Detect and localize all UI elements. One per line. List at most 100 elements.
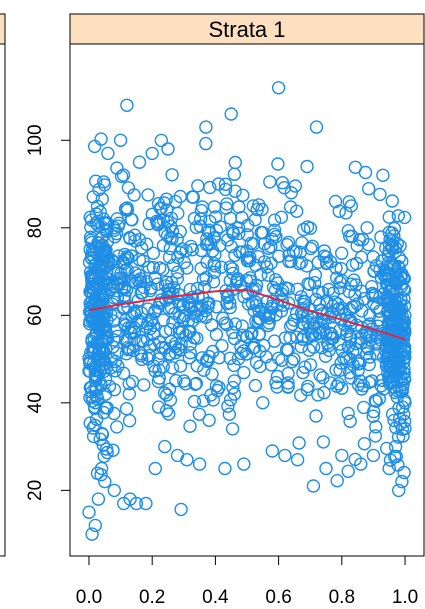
scatter-point	[368, 429, 383, 443]
scatter-point	[219, 201, 233, 215]
scatter-point	[290, 204, 304, 219]
scatter-point	[82, 505, 96, 519]
scatter-point	[257, 255, 272, 269]
scatter-point	[223, 296, 237, 310]
scatter-point	[114, 169, 129, 184]
scatter-point	[344, 371, 358, 385]
scatter-point	[207, 265, 222, 279]
scatter-point	[213, 220, 227, 234]
scatter-point	[149, 214, 164, 229]
scatter-point	[267, 213, 282, 227]
scatter-point	[396, 317, 410, 332]
scatter-point	[88, 518, 103, 533]
scatter-point	[114, 281, 129, 295]
scatter-point	[152, 363, 166, 377]
scatter-point	[329, 363, 343, 377]
scatter-point	[397, 299, 412, 313]
scatter-point	[248, 378, 263, 393]
scatter-point	[376, 168, 390, 183]
scatter-point	[311, 388, 325, 402]
scatter-point	[398, 323, 412, 338]
scatter-point	[163, 241, 178, 256]
scatter-point	[275, 294, 289, 308]
scatter-point	[178, 377, 193, 391]
scatter-point	[363, 308, 377, 322]
scatter-point	[113, 133, 128, 148]
scatter-point	[240, 254, 255, 268]
x-tick-label: 1.0	[392, 587, 418, 608]
scatter-point	[151, 400, 166, 414]
scatter-point	[202, 413, 216, 427]
scatter-point	[296, 365, 310, 380]
x-tick-label: 0.6	[265, 587, 291, 608]
scatter-point	[118, 313, 133, 328]
scatter-point	[279, 343, 294, 357]
scatter-point	[387, 229, 401, 243]
scatter-point	[290, 453, 305, 467]
scatter-point	[99, 266, 114, 281]
scatter-point	[120, 201, 134, 215]
panel-frame	[69, 43, 425, 557]
scatter-point	[216, 311, 230, 325]
y-tick-label: 20	[25, 480, 46, 501]
scatter-point	[197, 363, 211, 377]
scatter-point	[386, 369, 400, 384]
scatter-point	[235, 210, 249, 225]
scatter-point	[244, 327, 258, 341]
scatter-point	[323, 376, 338, 390]
scatter-point	[223, 273, 238, 288]
scatter-point	[285, 354, 299, 369]
scatter-point	[246, 199, 261, 213]
scatter-point	[146, 246, 161, 261]
scatter-point	[374, 379, 388, 393]
scatter-point	[218, 461, 232, 476]
scatter-point	[360, 221, 374, 235]
scatter-point	[93, 303, 108, 317]
scatter-point	[221, 399, 235, 413]
scatter-point	[209, 327, 224, 342]
scatter-point	[175, 325, 190, 339]
scatter-point	[108, 324, 123, 338]
scatter-point	[182, 351, 197, 365]
scatter-point	[83, 364, 97, 378]
scatter-point	[127, 307, 142, 321]
scatter-point	[145, 146, 159, 161]
scatter-point	[187, 394, 202, 409]
y-tick-label: 40	[25, 392, 46, 413]
scatter-point	[225, 422, 240, 436]
scatter-point	[134, 286, 148, 300]
scatter-point	[95, 192, 110, 206]
scatter-point	[262, 308, 276, 322]
scatter-point	[281, 380, 295, 394]
scatter-point	[222, 407, 237, 421]
scatter-point	[199, 353, 214, 368]
scatter-point	[116, 168, 131, 182]
y-axis: 20 40 60 80 100	[25, 124, 70, 501]
scatter-point	[237, 457, 251, 471]
scatter-point	[380, 261, 394, 275]
neighbor-panel-strip	[0, 13, 6, 45]
scatter-point	[125, 309, 140, 323]
scatter-point	[392, 355, 406, 370]
scatter-point	[362, 357, 376, 372]
scatter-point	[344, 199, 358, 213]
scatter-point	[323, 326, 338, 340]
scatter-point	[261, 268, 275, 282]
scatter-point	[382, 210, 396, 224]
scatter-point	[227, 167, 242, 181]
scatter-point	[97, 449, 111, 463]
scatter-point	[298, 295, 312, 309]
scatter-point	[209, 223, 224, 238]
scatter-point	[120, 98, 134, 113]
scatter-point	[169, 374, 183, 388]
scatter-point	[271, 351, 286, 365]
scatter-points	[82, 81, 412, 541]
scatter-point	[369, 337, 383, 351]
scatter-point	[116, 366, 131, 380]
scatter-point	[98, 474, 112, 489]
scatter-point	[176, 299, 190, 314]
scatter-point	[183, 346, 198, 360]
scatter-point	[249, 314, 263, 328]
scatter-point	[166, 315, 180, 330]
